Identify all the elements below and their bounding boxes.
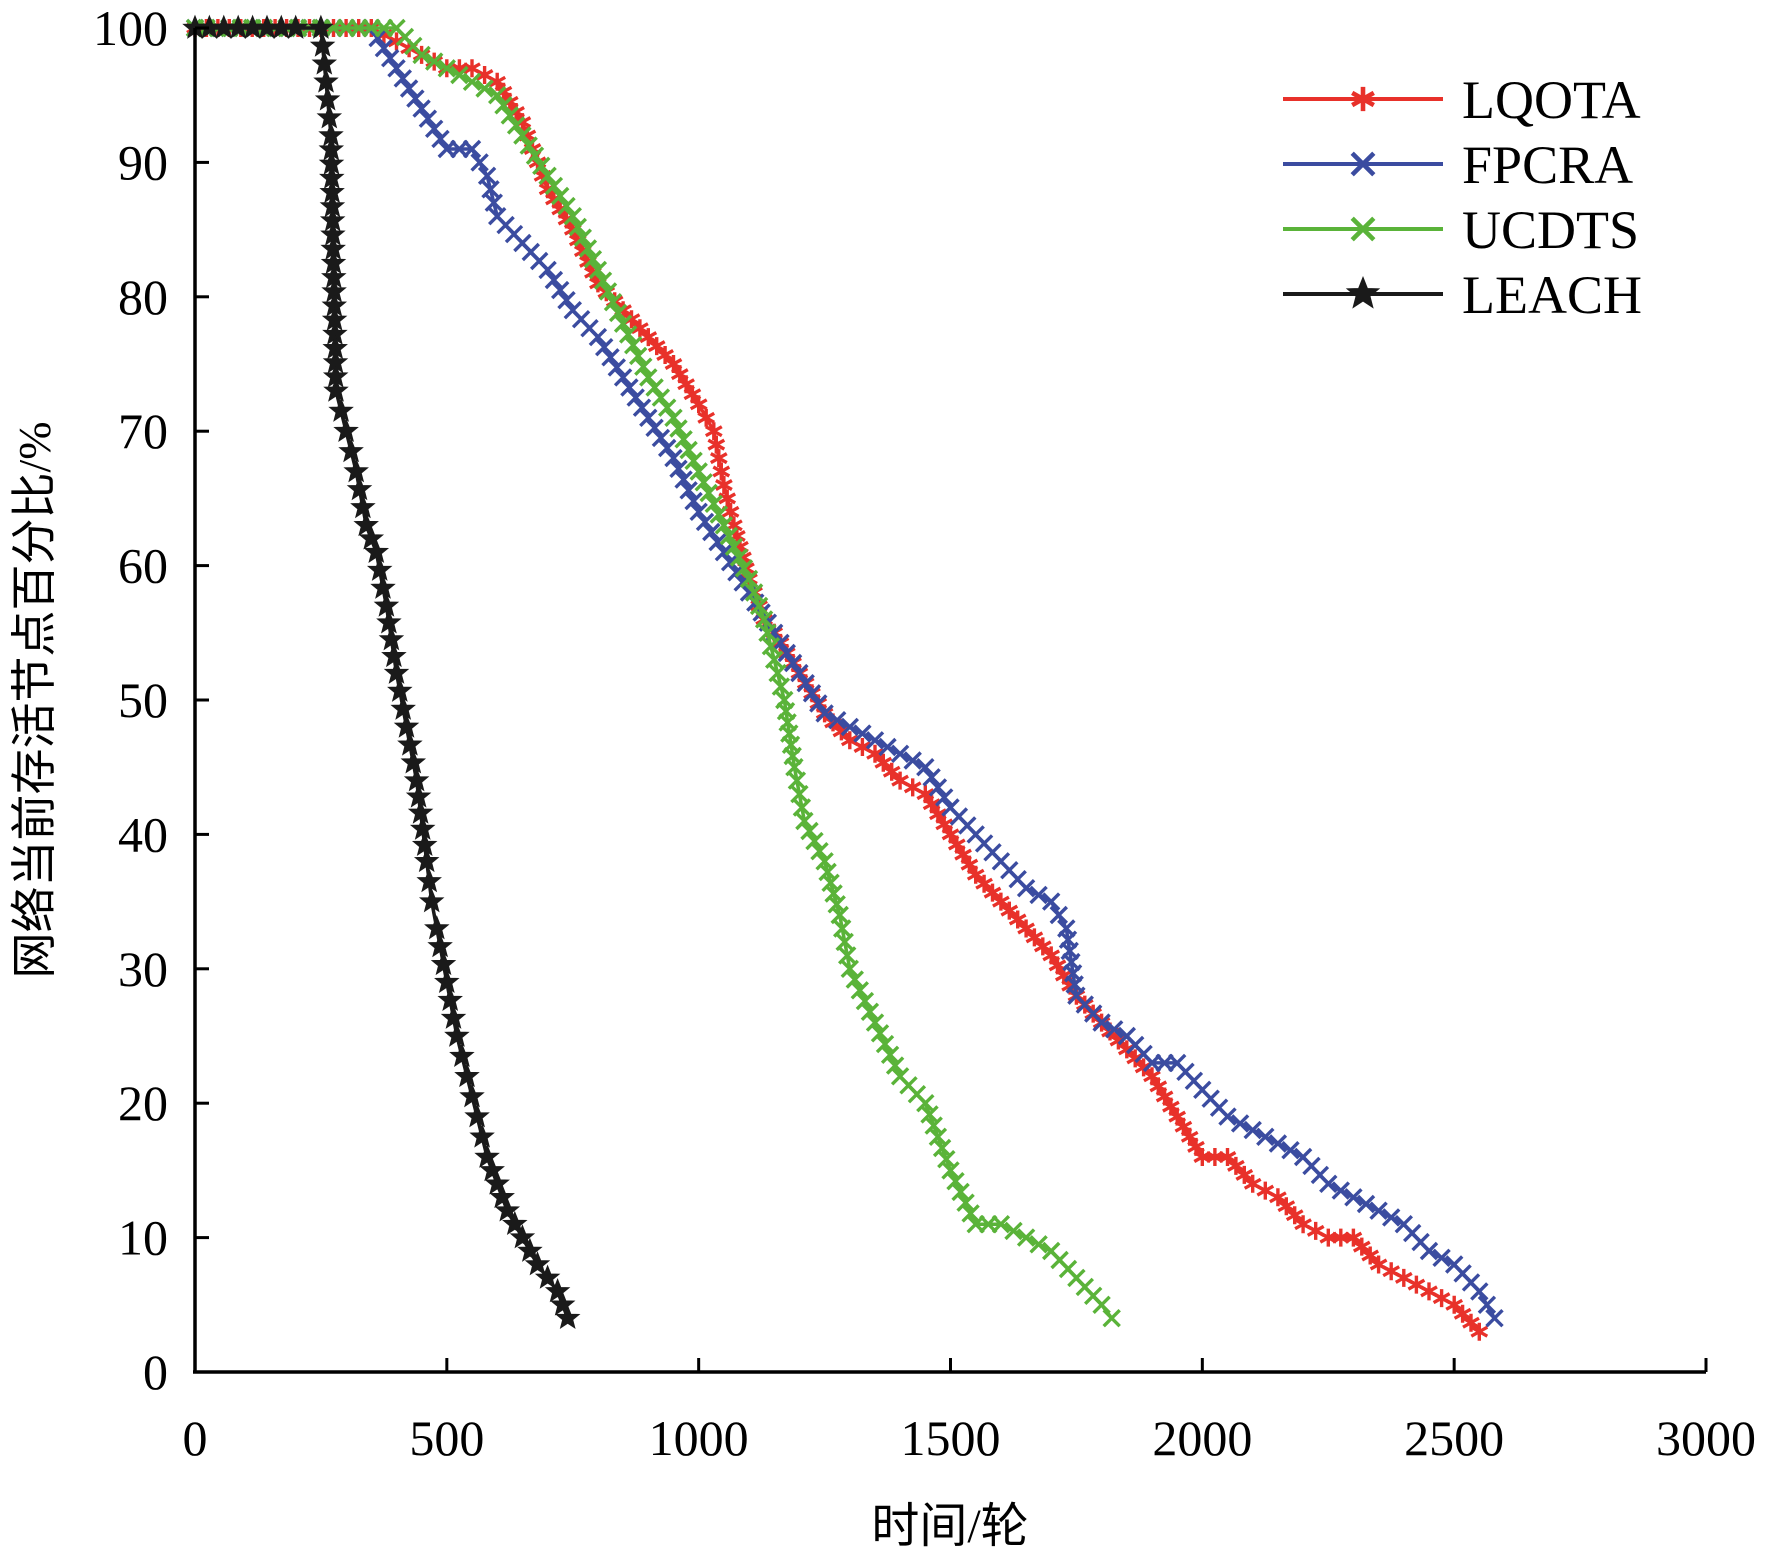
x-tick-label: 3000 [1656,1410,1756,1466]
data-point-lqota [1305,1220,1326,1242]
legend-swatch-marker [1346,277,1380,308]
data-point-leach [354,512,379,536]
data-point-lqota [1406,1273,1427,1296]
legend-item-lqota: LQOTA [1283,70,1641,130]
data-point-lqota [1255,1179,1276,1202]
y-ticks: 0 10 20 30 40 50 60 70 80 90 100 [93,0,209,1400]
series-fpcra [185,18,1505,1328]
data-point-lqota [1431,1287,1452,1309]
data-point-lqota [1381,1260,1401,1282]
series-ucdts [185,18,1122,1328]
legend-label: UCDTS [1462,200,1639,260]
y-tick-label: 0 [143,1344,168,1400]
data-point-lqota [903,776,923,799]
data-point-ucdts [1091,1295,1112,1315]
x-tick-label: 2000 [1152,1410,1252,1466]
legend-label: FPCRA [1462,135,1633,195]
x-tick-label: 1000 [649,1410,749,1466]
data-point-lqota [714,474,734,496]
x-ticks: 0 500 1000 1500 2000 2500 3000 [183,1358,1756,1466]
y-tick-label: 60 [118,538,168,594]
y-tick-label: 90 [118,134,168,190]
x-tick-label: 0 [183,1410,208,1466]
legend-label: LEACH [1462,265,1642,325]
data-point-lqota [1419,1280,1439,1303]
x-axis-label: 时间/轮 [871,1500,1028,1553]
y-tick-label: 70 [118,403,168,459]
y-axis-label: 网络当前存活节点百分比/% [9,421,60,978]
x-tick-label: 500 [409,1410,484,1466]
legend-item-leach: LEACH [1283,265,1642,325]
legend-item-fpcra: FPCRA [1283,135,1633,195]
data-point-lqota [1394,1267,1414,1289]
y-tick-label: 50 [118,672,168,728]
data-point-leach [475,1144,499,1168]
legend-label: LQOTA [1462,70,1641,130]
x-tick-label: 2500 [1404,1410,1504,1466]
y-tick-label: 10 [118,1210,168,1266]
y-tick-label: 30 [118,941,168,997]
data-point-ucdts [1101,1308,1122,1328]
y-tick-label: 40 [118,806,168,862]
series-line-leach [195,26,570,1319]
series-leach [183,15,580,1329]
legend-item-ucdts: UCDTS [1283,200,1639,260]
data-point-lqota [711,460,731,483]
data-point-lqota [706,433,726,456]
series-layer [183,15,1505,1343]
x-tick-label: 1500 [901,1410,1001,1466]
y-tick-label: 20 [118,1075,168,1131]
series-line-lqota [195,26,1481,1333]
y-tick-label: 100 [93,0,168,56]
data-point-lqota [704,420,724,442]
data-point-lqota [709,447,729,469]
series-lqota [185,17,1490,1343]
y-tick-label: 80 [118,269,168,325]
